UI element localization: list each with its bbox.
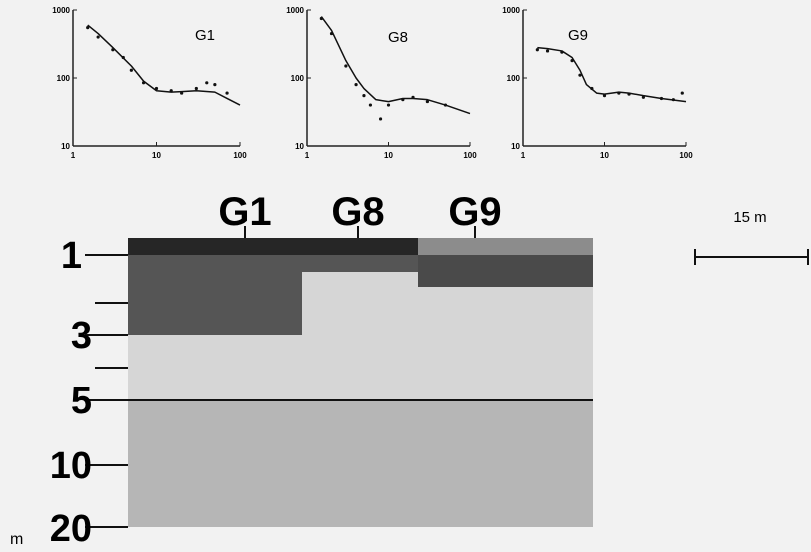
data-point xyxy=(535,48,539,52)
x-tick-label: 1 xyxy=(521,151,526,160)
x-tick-label: 1 xyxy=(305,151,310,160)
data-point xyxy=(180,91,184,95)
data-point xyxy=(368,103,373,107)
data-point xyxy=(205,81,209,85)
data-point xyxy=(641,95,645,99)
data-point xyxy=(590,86,594,91)
data-point xyxy=(443,103,448,107)
scale-label: 15 m xyxy=(733,209,766,226)
layer-light xyxy=(302,272,418,335)
layer-light xyxy=(418,287,593,335)
cross-section: G1 G8 G9 1 3 5 10 20 m xyxy=(10,190,593,550)
data-point xyxy=(659,96,664,101)
y-tick-label: 10 xyxy=(61,142,70,151)
data-point xyxy=(111,48,115,52)
data-point xyxy=(379,117,383,121)
y-tick-label: 10 xyxy=(295,142,304,151)
data-point xyxy=(560,50,564,54)
data-point xyxy=(225,91,229,95)
data-point xyxy=(578,73,582,77)
x-tick-label: 10 xyxy=(384,151,393,160)
data-point xyxy=(86,26,90,30)
data-point xyxy=(401,98,405,102)
x-tick-label: 100 xyxy=(463,151,477,160)
data-point xyxy=(169,89,173,93)
layer-top-right xyxy=(418,238,593,255)
layer-top-dark xyxy=(128,238,418,255)
data-point xyxy=(129,68,133,72)
x-tick-label: 1 xyxy=(71,151,76,160)
data-point xyxy=(362,94,366,98)
station-label: G1 xyxy=(218,190,271,234)
depth-label: 20 xyxy=(50,508,92,550)
data-point xyxy=(602,94,607,98)
depth-unit: m xyxy=(10,531,23,548)
model-curve xyxy=(87,24,241,106)
station-label: G9 xyxy=(448,190,501,234)
scale-bar: 15 m xyxy=(694,209,809,265)
y-tick-label: 100 xyxy=(507,74,521,83)
y-tick-label: 10 xyxy=(511,142,520,151)
y-tick-label: 100 xyxy=(291,74,305,83)
layer-g9-block xyxy=(418,255,593,287)
data-point xyxy=(329,31,334,36)
depth-label: 1 xyxy=(61,235,82,277)
layer-g8-block xyxy=(302,255,418,272)
data-point xyxy=(121,55,125,60)
layer-g1-block xyxy=(128,255,302,335)
data-point xyxy=(545,49,550,53)
layer-light xyxy=(128,335,593,400)
data-point xyxy=(344,64,348,68)
model-curve xyxy=(537,46,687,103)
data-point xyxy=(354,82,358,87)
x-tick-label: 10 xyxy=(152,151,161,160)
model-curve xyxy=(320,16,471,115)
depth-ticks xyxy=(85,226,593,528)
data-point xyxy=(680,91,684,95)
y-tick-label: 1000 xyxy=(52,6,70,15)
x-tick-label: 100 xyxy=(679,151,693,160)
layer-bottom xyxy=(128,400,593,527)
x-tick-label: 10 xyxy=(600,151,609,160)
x-tick-label: 100 xyxy=(233,151,247,160)
chart-title: G8 xyxy=(388,29,408,46)
data-point xyxy=(386,103,391,107)
data-point xyxy=(194,86,198,91)
data-point xyxy=(570,59,574,63)
data-point xyxy=(627,92,631,96)
y-tick-label: 1000 xyxy=(286,6,304,15)
data-point xyxy=(96,35,100,39)
data-point xyxy=(141,81,146,85)
station-label: G8 xyxy=(331,190,384,234)
chart-title: G9 xyxy=(568,27,588,44)
data-point xyxy=(213,82,217,87)
y-tick-label: 100 xyxy=(57,74,71,83)
depth-label: 10 xyxy=(50,445,92,487)
depth-label: 3 xyxy=(71,315,92,357)
data-point xyxy=(154,86,159,91)
data-point xyxy=(319,16,323,21)
data-point xyxy=(425,99,429,104)
depth-label: 5 xyxy=(71,380,92,422)
chart-title: G1 xyxy=(195,27,215,44)
data-point xyxy=(671,98,675,102)
y-tick-label: 1000 xyxy=(502,6,520,15)
data-point xyxy=(411,95,415,99)
data-point xyxy=(617,91,621,95)
